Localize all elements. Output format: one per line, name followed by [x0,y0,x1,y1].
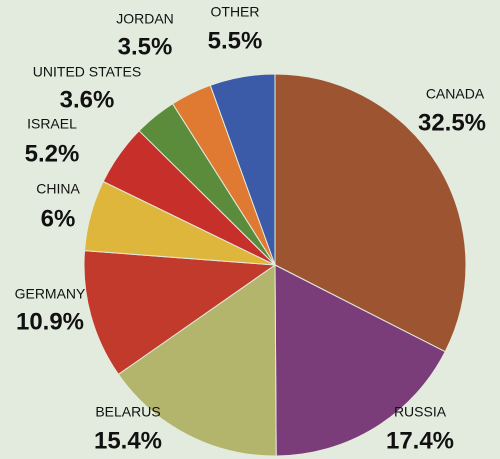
slice-name: CANADA [426,86,485,102]
pie-slice [274,73,467,353]
slice-name: BELARUS [95,404,160,420]
pie-slice [83,250,277,376]
slice-percent: 3.5% [118,33,173,60]
pie-slice [117,264,277,457]
slice-percent: 5.5% [208,27,263,54]
slice-name: UNITED STATES [33,64,141,80]
slice-name: OTHER [211,4,260,20]
slice-name: GERMANY [15,286,86,302]
slice-name: ISRAEL [27,116,77,132]
slice-percent: 32.5% [418,109,486,136]
slice-name: JORDAN [116,11,174,27]
slice-percent: 3.6% [60,86,115,113]
slice-percent: 17.4% [386,427,454,454]
slice-percent: 5.2% [25,140,80,167]
slice-name: CHINA [36,181,80,197]
slice-percent: 15.4% [94,427,162,454]
slice-name: RUSSIA [394,404,447,420]
slice-percent: 6% [41,205,76,232]
slice-percent: 10.9% [16,308,84,335]
pie-slice [274,264,446,457]
pie-slice [209,73,276,266]
